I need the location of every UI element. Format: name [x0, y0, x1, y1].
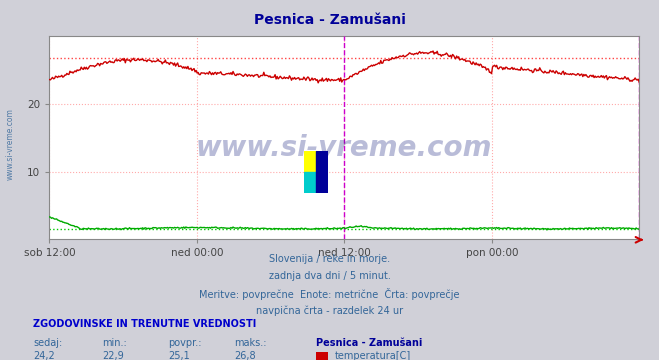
Text: maks.:: maks.: [234, 338, 266, 348]
Text: zadnja dva dni / 5 minut.: zadnja dva dni / 5 minut. [269, 271, 390, 281]
Bar [316, 151, 328, 193]
Text: 26,8: 26,8 [234, 351, 256, 360]
Text: ZGODOVINSKE IN TRENUTNE VREDNOSTI: ZGODOVINSKE IN TRENUTNE VREDNOSTI [33, 319, 256, 329]
Text: povpr.:: povpr.: [168, 338, 202, 348]
Text: min.:: min.: [102, 338, 127, 348]
Text: www.si-vreme.com: www.si-vreme.com [196, 134, 492, 162]
Bar [304, 151, 316, 172]
Text: Slovenija / reke in morje.: Slovenija / reke in morje. [269, 254, 390, 264]
Text: 22,9: 22,9 [102, 351, 124, 360]
Text: 24,2: 24,2 [33, 351, 55, 360]
Text: 25,1: 25,1 [168, 351, 190, 360]
Text: navpična črta - razdelek 24 ur: navpična črta - razdelek 24 ur [256, 306, 403, 316]
Text: sedaj:: sedaj: [33, 338, 62, 348]
Bar [304, 172, 316, 193]
Text: Pesnica - Zamušani: Pesnica - Zamušani [254, 13, 405, 27]
Text: www.si-vreme.com: www.si-vreme.com [5, 108, 14, 180]
Text: Pesnica - Zamušani: Pesnica - Zamušani [316, 338, 422, 348]
Text: Meritve: povprečne  Enote: metrične  Črta: povprečje: Meritve: povprečne Enote: metrične Črta:… [199, 288, 460, 300]
Text: temperatura[C]: temperatura[C] [335, 351, 411, 360]
